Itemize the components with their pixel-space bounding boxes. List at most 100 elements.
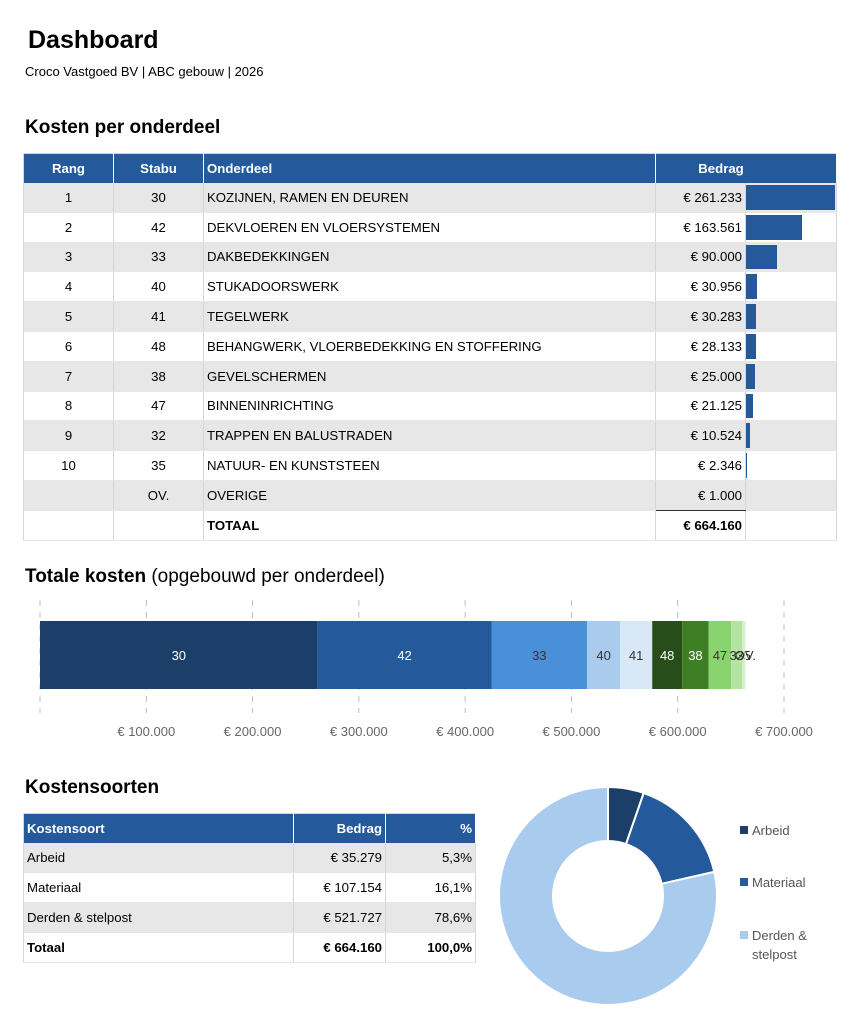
legend-swatch — [740, 878, 748, 886]
table-row: 8 47 BINNENINRICHTING € 21.125 — [23, 391, 837, 422]
x-tick-label: € 100.000 — [117, 724, 175, 739]
amount-cell: € 28.133 — [655, 331, 746, 362]
data-bar — [746, 423, 750, 449]
amount-cell: € 10.524 — [655, 420, 746, 452]
rank-cell: 1 — [23, 183, 114, 213]
types-header-row: Kostensoort Bedrag % — [23, 813, 476, 843]
part-cell: DEKVLOEREN EN VLOERSYSTEMEN — [203, 212, 656, 243]
amount-cell: € 261.233 — [655, 183, 746, 213]
segment-label: 30 — [172, 648, 186, 663]
bar-segment-ov — [744, 621, 746, 689]
total-section-title: Totale kosten (opgebouwd per onderdeel) — [25, 566, 385, 588]
part-cell: DAKBEDEKKINGEN — [203, 242, 656, 273]
table-row: 4 40 STUKADOORSWERK € 30.956 — [23, 271, 837, 303]
total-amount: € 664.160 — [655, 510, 746, 541]
segment-label: 48 — [660, 648, 674, 663]
pct-cell: 78,6% — [385, 902, 476, 933]
x-tick-label: € 700.000 — [755, 724, 813, 739]
type-cell: Materiaal — [23, 872, 294, 903]
bar-cell — [745, 391, 837, 422]
header-stabu: Stabu — [113, 153, 204, 183]
part-cell: BINNENINRICHTING — [203, 391, 656, 422]
legend-label: stelpost — [752, 947, 797, 962]
header-amount: Bedrag — [655, 153, 837, 183]
part-cell: BEHANGWERK, VLOERBEDEKKING EN STOFFERING — [203, 331, 656, 362]
type-cell: Derden & stelpost — [23, 902, 294, 933]
pct-cell: 16,1% — [385, 872, 476, 903]
bar-cell — [745, 331, 837, 362]
table-row: Materiaal € 107.154 16,1% — [23, 872, 476, 903]
part-cell: OVERIGE — [203, 480, 656, 511]
table-row: Arbeid € 35.279 5,3% — [23, 843, 476, 873]
data-bar — [746, 333, 756, 359]
stabu-cell: 35 — [113, 450, 204, 481]
table-row: 9 32 TRAPPEN EN BALUSTRADEN € 10.524 — [23, 420, 837, 452]
table-row: 5 41 TEGELWERK € 30.283 — [23, 301, 837, 332]
donut-slice-3 — [498, 785, 718, 1006]
legend-label: Derden & — [752, 928, 807, 943]
table-row: Derden & stelpost € 521.727 78,6% — [23, 902, 476, 933]
segment-label: OV. — [735, 648, 756, 663]
rank-cell: 8 — [23, 391, 114, 422]
data-bar — [746, 244, 777, 270]
table-row: 6 48 BEHANGWERK, VLOERBEDEKKING EN STOFFER… — [23, 331, 837, 362]
bar-cell — [745, 301, 837, 332]
stabu-cell — [113, 510, 204, 541]
rank-cell: 10 — [23, 450, 114, 481]
part-cell: NATUUR- EN KUNSTSTEEN — [203, 450, 656, 481]
legend-swatch — [740, 826, 748, 834]
legend-label: Arbeid — [752, 823, 790, 838]
part-cell: TRAPPEN EN BALUSTRADEN — [203, 420, 656, 452]
rank-cell — [23, 480, 114, 511]
table-row-total: TOTAAL € 664.160 — [23, 510, 837, 541]
bar-segment-38 — [682, 621, 709, 689]
total-label: Totaal — [23, 932, 294, 963]
costs-table: Rang Stabu Onderdeel Bedrag 1 30 KOZIJNEN,… — [23, 153, 837, 541]
rank-cell: 2 — [23, 212, 114, 243]
bar-segment-42 — [317, 621, 492, 689]
segment-label: 32 — [730, 648, 744, 663]
header-part: Onderdeel — [203, 153, 656, 183]
header-type-amount: Bedrag — [293, 813, 386, 843]
stabu-cell: 32 — [113, 420, 204, 452]
rank-cell: 3 — [23, 242, 114, 273]
page-subtitle: Croco Vastgoed BV | ABC gebouw | 2026 — [25, 64, 264, 79]
total-title-bold: Totale kosten — [25, 566, 147, 587]
table-row: 3 33 DAKBEDEKKINGEN € 90.000 — [23, 242, 837, 273]
legend-swatch — [740, 931, 748, 939]
data-bar — [746, 304, 757, 329]
type-amount-cell: € 521.727 — [293, 902, 386, 933]
amount-cell: € 25.000 — [655, 361, 746, 392]
bar-cell — [745, 510, 837, 541]
table-row-other: OV. OVERIGE € 1.000 — [23, 480, 837, 511]
bar-segment-30 — [40, 621, 318, 689]
rank-cell: 7 — [23, 361, 114, 392]
bar-segment-40 — [587, 621, 621, 689]
x-tick-label: € 400.000 — [436, 724, 494, 739]
bar-segment-41 — [620, 621, 653, 689]
legend-label: Materiaal — [752, 875, 806, 890]
x-tick-label: € 600.000 — [649, 724, 707, 739]
segment-label: 40 — [596, 648, 610, 663]
data-bar — [746, 214, 802, 240]
type-amount-cell: € 107.154 — [293, 872, 386, 903]
stabu-cell: 48 — [113, 331, 204, 362]
type-amount-cell: € 35.279 — [293, 843, 386, 873]
bar-cell — [745, 242, 837, 273]
amount-cell: € 30.956 — [655, 271, 746, 303]
rank-cell: 9 — [23, 420, 114, 452]
bar-segment-32 — [731, 621, 743, 689]
pct-cell: 5,3% — [385, 843, 476, 873]
total-label: TOTAAL — [203, 510, 656, 541]
table-row-total: Totaal € 664.160 100,0% — [23, 932, 476, 963]
bar-segment-48 — [652, 621, 683, 689]
stabu-cell: 33 — [113, 242, 204, 273]
segment-label: 33 — [532, 648, 546, 663]
segment-label: 35 — [736, 648, 750, 663]
types-section-title: Kostensoorten — [25, 777, 160, 798]
stabu-cell: 41 — [113, 301, 204, 332]
type-cell: Arbeid — [23, 843, 294, 873]
total-amount: € 664.160 — [293, 932, 386, 963]
bar-cell — [745, 420, 837, 452]
